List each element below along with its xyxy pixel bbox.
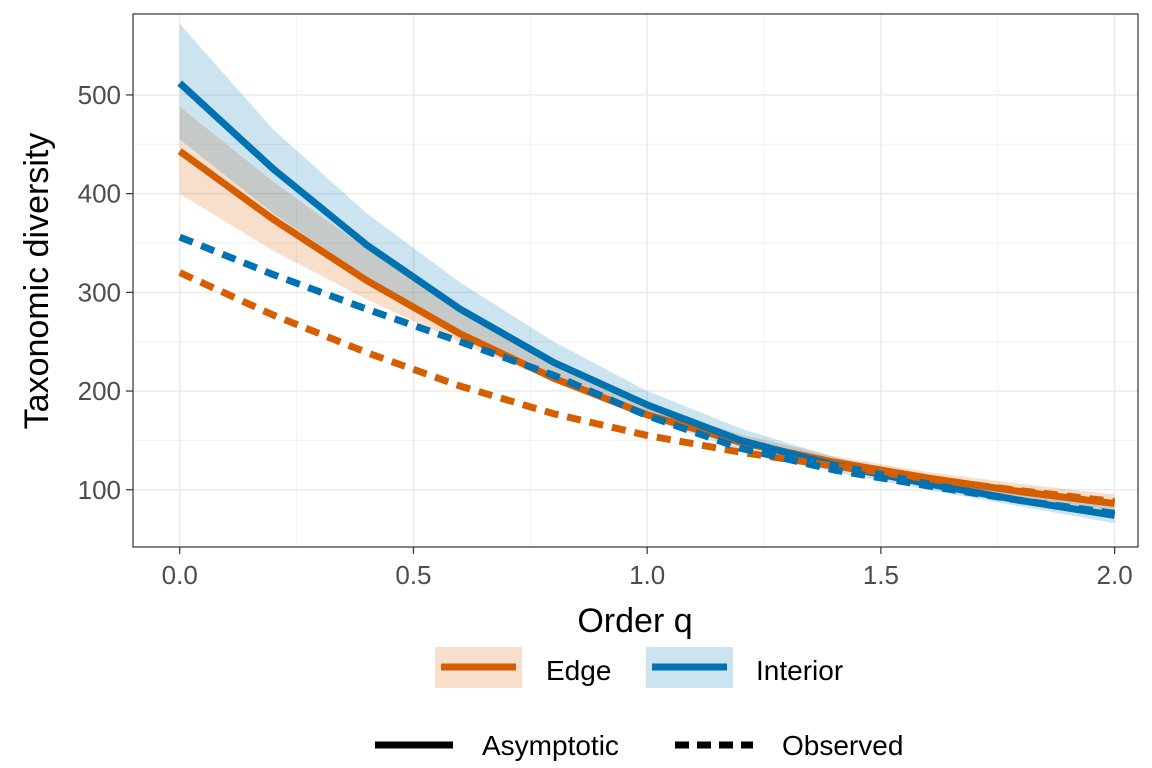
line-interior-asymptotic [177,80,1116,519]
grid-lines [133,14,1138,547]
plot-panel-border [132,13,1139,548]
legend-label-interior: Interior [756,655,843,686]
x-tick-label: 0.5 [395,560,431,590]
x-tick-label: 2.0 [1097,560,1133,590]
y-tick-label: 400 [78,179,121,209]
y-axis-title: Taxonomic diversity [18,133,56,430]
legend-linetype: Asymptotic Observed [375,730,903,761]
ribbon-interior [179,23,1115,524]
x-tick-label: 1.0 [629,560,665,590]
axes: 0.0 0.5 1.0 1.5 2.0 100 200 300 400 500 [78,80,1133,590]
y-tick-label: 100 [78,475,121,505]
y-tick-label: 300 [78,277,121,307]
legend-color: Edge Interior [435,647,843,688]
legend-label-observed: Observed [782,730,903,761]
confidence-ribbons [179,23,1115,524]
x-axis-title: Order q [577,602,692,640]
line-edge-observed [178,269,1116,506]
legend-label-edge: Edge [546,655,611,686]
y-tick-label: 200 [78,376,121,406]
series-lines [177,80,1116,519]
line-interior-observed [178,233,1116,517]
x-tick-label: 1.5 [863,560,899,590]
y-tick-label: 500 [78,80,121,110]
x-tick-label: 0.0 [162,560,198,590]
legend-label-asymptotic: Asymptotic [482,730,619,761]
